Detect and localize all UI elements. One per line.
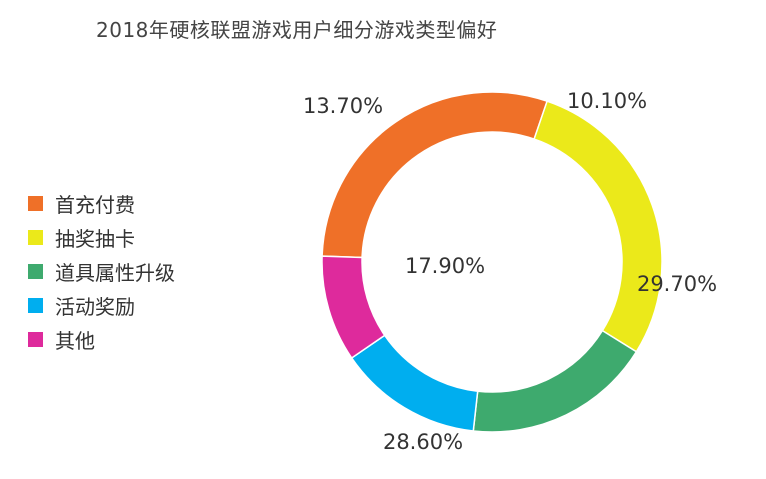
legend-swatch [28,229,43,245]
data-label: 13.70% [303,94,383,118]
legend-swatch [28,263,43,279]
legend-item-choujiang-chouka: 抽奖抽卡 [28,220,175,254]
data-label: 17.90% [405,254,485,278]
slice-qita [321,255,386,359]
slice-huodong-jiangli [350,334,479,432]
legend-item-daoju-shuxing-shengji: 道具属性升级 [28,254,175,288]
data-label: 10.10% [567,89,647,113]
legend: 首充付费 抽奖抽卡 道具属性升级 活动奖励 其他 [28,186,175,356]
slice-daoju-shuxing-shengji [472,329,638,433]
legend-label: 道具属性升级 [55,260,175,285]
legend-item-qita: 其他 [28,322,175,356]
legend-label: 首充付费 [55,192,135,217]
legend-swatch [28,195,43,211]
data-label: 29.70% [637,272,717,296]
legend-label: 其他 [55,328,95,353]
legend-label: 活动奖励 [55,294,135,319]
legend-label: 抽奖抽卡 [55,226,135,251]
legend-item-huodong-jiangli: 活动奖励 [28,288,175,322]
legend-item-shouchong-fufei: 首充付费 [28,186,175,220]
chart-title: 2018年硬核联盟游戏用户细分游戏类型偏好 [96,18,498,42]
legend-swatch [28,297,43,313]
slice-choujiang-chouka [533,100,663,353]
legend-swatch [28,331,43,347]
data-label: 28.60% [383,430,463,454]
